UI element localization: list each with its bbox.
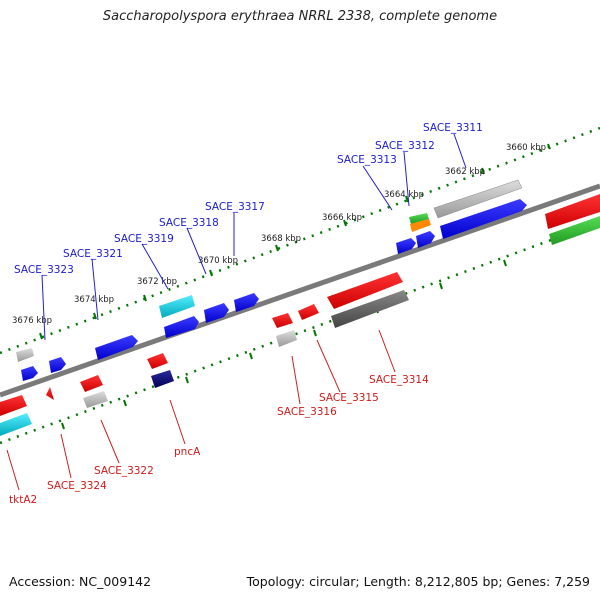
- gene-feature[interactable]: [147, 353, 168, 369]
- gene-label-sace-3312[interactable]: SACE_3312: [375, 140, 435, 152]
- gene-feature[interactable]: [49, 357, 66, 373]
- gene-label-sace-3322[interactable]: SACE_3322: [94, 465, 154, 477]
- gene-label-sace-3316[interactable]: SACE_3316: [277, 406, 337, 418]
- scale-tick-label: 3666 kbp: [322, 213, 362, 223]
- gene-label-sace-3319[interactable]: SACE_3319: [114, 233, 174, 245]
- scale-tick-label: 3660 kbp: [506, 143, 546, 153]
- gene-feature[interactable]: [416, 231, 435, 248]
- gene-label-pnca[interactable]: pncA: [174, 446, 201, 458]
- scale-tick-label: 3672 kbp: [137, 277, 177, 287]
- scale-tick-label: 3674 kbp: [74, 295, 114, 305]
- gene-label-sace-3311[interactable]: SACE_3311: [423, 122, 483, 134]
- gene-feature[interactable]: [80, 375, 103, 392]
- gene-feature[interactable]: [396, 238, 416, 254]
- scale-tick-label: 3662 kbp: [445, 167, 485, 177]
- gene-feature[interactable]: [16, 348, 34, 362]
- map-title: Saccharopolyspora erythraea NRRL 2338, c…: [102, 9, 498, 24]
- gene-label-tkta2[interactable]: tktA2: [9, 494, 37, 506]
- gene-label-sace-3324[interactable]: SACE_3324: [47, 480, 107, 492]
- gene-feature[interactable]: [83, 391, 108, 408]
- gene-feature[interactable]: [151, 370, 174, 388]
- genome-backbone: [0, 183, 600, 398]
- gene-feature[interactable]: [276, 330, 297, 347]
- scale-tick-label: 3664 kbp: [384, 190, 424, 200]
- gene-feature[interactable]: [409, 213, 429, 224]
- gene-label-sace-3317[interactable]: SACE_3317: [205, 201, 265, 213]
- gene-feature[interactable]: [433, 179, 523, 219]
- lower-leader-lines: [6, 329, 396, 491]
- gene-feature[interactable]: [159, 295, 195, 318]
- gene-label-sace-3318[interactable]: SACE_3318: [159, 217, 219, 229]
- gene-feature[interactable]: [95, 335, 138, 360]
- gene-feature[interactable]: [549, 216, 600, 245]
- gene-label-sace-3323[interactable]: SACE_3323: [14, 264, 74, 276]
- upper-leader-lines: [41, 133, 467, 341]
- gene-feature[interactable]: [21, 366, 38, 381]
- gene-feature[interactable]: [0, 395, 27, 416]
- gene-feature[interactable]: [46, 387, 54, 400]
- scale-tick-label: 3668 kbp: [261, 234, 301, 244]
- topology-text: Topology: circular; Length: 8,212,805 bp…: [246, 574, 590, 589]
- gene-feature[interactable]: [545, 194, 600, 229]
- gene-feature[interactable]: [164, 316, 199, 338]
- gene-feature[interactable]: [234, 293, 259, 312]
- gene-label-sace-3314[interactable]: SACE_3314: [369, 374, 429, 386]
- gene-feature[interactable]: [440, 199, 527, 239]
- gene-label-sace-3313[interactable]: SACE_3313: [337, 154, 397, 166]
- gene-feature[interactable]: [272, 313, 293, 328]
- gene-feature[interactable]: [327, 272, 403, 309]
- gene-label-sace-3315[interactable]: SACE_3315: [319, 392, 379, 404]
- gene-feature[interactable]: [0, 413, 32, 436]
- gene-feature[interactable]: [204, 303, 229, 323]
- scale-tick-label: 3676 kbp: [12, 316, 52, 326]
- gene-feature[interactable]: [410, 219, 431, 232]
- scale-tick-label: 3670 kbp: [198, 256, 238, 266]
- accession-text: Accession: NC_009142: [9, 574, 152, 589]
- upper-scale-track: [0, 126, 600, 355]
- gene-feature[interactable]: [298, 304, 319, 320]
- forward-strand-genes: [16, 179, 600, 381]
- gene-label-sace-3321[interactable]: SACE_3321: [63, 248, 123, 260]
- gene-feature[interactable]: [331, 290, 409, 328]
- reverse-strand-genes: [0, 272, 409, 436]
